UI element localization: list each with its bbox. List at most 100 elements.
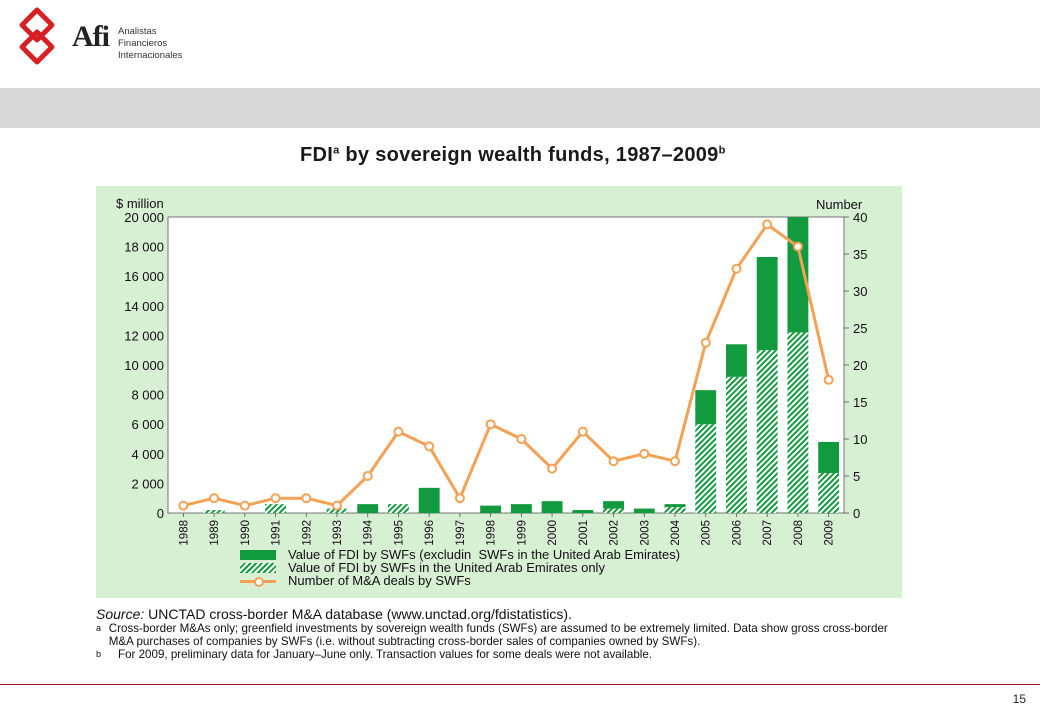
header-band xyxy=(0,88,1040,128)
bar-uae xyxy=(265,504,286,513)
deals-point xyxy=(178,500,189,511)
deals-point xyxy=(577,426,588,437)
bar-excl-uae xyxy=(480,505,502,513)
x-tick-label: 1999 xyxy=(516,520,528,546)
x-tick-label: 1994 xyxy=(363,519,375,545)
bars xyxy=(203,217,840,513)
bar-uae xyxy=(726,376,747,513)
deals-point xyxy=(362,471,373,481)
footnote-b-text: For 2009, preliminary data for January–J… xyxy=(118,648,653,661)
y-left-tick-label: 2 000 xyxy=(131,476,164,491)
x-tick-label: 1990 xyxy=(240,520,252,546)
y-left-tick-label: 18 000 xyxy=(124,240,164,255)
x-tick-label: 1993 xyxy=(332,520,344,546)
x-tick-label: 2009 xyxy=(824,520,836,546)
bar-excl-uae xyxy=(418,487,440,513)
deals-point xyxy=(516,434,527,444)
bar-uae xyxy=(787,332,809,513)
source-label: Source: xyxy=(96,606,145,622)
y-left-tick-label: 20 000 xyxy=(124,210,164,225)
y-left-tick-label: 6 000 xyxy=(131,417,164,432)
bar-uae xyxy=(603,508,624,513)
bar-excl-uae xyxy=(603,501,624,509)
footnote-a: a Cross-border M&As only; greenfield inv… xyxy=(96,622,906,648)
bar-excl-uae xyxy=(633,508,655,513)
legend-item: Number of M&A deals by SWFs xyxy=(240,573,680,588)
y-left-tick-label: 10 000 xyxy=(124,358,164,373)
x-axis: 1988 1989 1990 1991 1992 1993 1994 1995 1996 1997… xyxy=(178,513,836,546)
legend-item: Value of FDI by SWFs (excludin SWFs in t… xyxy=(240,547,681,562)
deals-point xyxy=(209,493,220,504)
brand-subtitle: Analistas Financieros Internacionales xyxy=(118,26,182,62)
bar-excl-uae xyxy=(818,441,840,474)
legend-swatch-solid xyxy=(240,549,276,560)
brand-subtitle-line: Internacionales xyxy=(118,50,183,61)
y-left-tick-label: 16 000 xyxy=(124,269,164,284)
deals-point xyxy=(332,500,342,511)
fdi-chart: 0 2 000 4 000 6 000 8 000 10 000 12 000 14 000 1… xyxy=(116,196,867,546)
deals-point xyxy=(731,263,742,274)
footnote-b-mark: b xyxy=(96,649,102,659)
bar-uae xyxy=(756,350,778,513)
y-left-tick-label: 8 000 xyxy=(131,388,164,403)
deals-point xyxy=(270,493,281,504)
x-tick-label: 1995 xyxy=(393,520,405,546)
x-tick-label: 2007 xyxy=(762,520,774,546)
y-right-tick-label: 40 xyxy=(853,210,867,225)
bar-excl-uae xyxy=(695,390,717,425)
x-tick-label: 2008 xyxy=(793,520,805,546)
bar-uae xyxy=(664,507,686,513)
chart-title-text: FDI xyxy=(300,144,334,166)
y-left-tick-label: 14 000 xyxy=(124,299,164,314)
x-tick-label: 2001 xyxy=(578,520,590,546)
deals-point xyxy=(670,456,680,467)
deals-line xyxy=(178,219,834,511)
y-left-tick-label: 0 xyxy=(157,506,164,521)
x-tick-label: 2002 xyxy=(609,520,621,546)
chart-title-text-rest: by sovereign wealth funds, 1987–2009 xyxy=(339,144,719,166)
footnote-a-marker: a xyxy=(333,144,340,157)
deals-point xyxy=(608,456,619,467)
deals-point xyxy=(393,426,404,437)
legend-swatch-line xyxy=(240,576,276,587)
legend-label: Value of FDI by SWFs (excludin SWFs in t… xyxy=(288,547,681,562)
x-tick-label: 2005 xyxy=(701,520,713,546)
x-tick-label: 1992 xyxy=(301,520,313,546)
y-right-tick-label: 5 xyxy=(853,469,860,484)
x-tick-label: 1991 xyxy=(271,520,283,546)
y-axis-left-label: $ million xyxy=(116,196,164,211)
brand-subtitle-line: Financieros xyxy=(118,38,168,49)
chart-frame: 0 2 000 4 000 6 000 8 000 10 000 12 000 14 000 1… xyxy=(96,186,902,598)
page-number: 15 xyxy=(1012,692,1026,706)
deals-point xyxy=(547,463,558,474)
x-tick-label: 2004 xyxy=(670,519,682,545)
x-tick-label: 2003 xyxy=(639,520,651,546)
x-tick-label: 1996 xyxy=(424,520,436,546)
footnote-b-marker: b xyxy=(718,144,726,157)
x-tick-label: 2006 xyxy=(731,520,743,546)
x-tick-label: 1998 xyxy=(486,520,498,546)
chart-title: FDIa by sovereign wealth funds, 1987–200… xyxy=(300,144,726,167)
deals-point xyxy=(239,500,250,511)
x-tick-label: 1997 xyxy=(455,520,467,546)
x-tick-label: 1988 xyxy=(178,520,190,546)
deals-line-path xyxy=(183,222,831,508)
deals-point xyxy=(823,374,834,385)
legend-item: Value of FDI by SWFs in the United Arab … xyxy=(240,560,680,575)
chart-notes: Source: UNCTAD cross-border M&A database… xyxy=(96,606,906,661)
source-text: UNCTAD cross-border M&A database (www.un… xyxy=(144,606,572,622)
deals-point xyxy=(639,448,650,459)
bar-uae xyxy=(326,508,348,513)
footnote-a-text: Cross-border M&As only; greenfield inves… xyxy=(108,622,888,648)
chart-legend: Value of FDI by SWFs (excludin SWFs in t… xyxy=(240,547,681,588)
y-right-tick-label: 15 xyxy=(853,395,867,410)
footnote-b: b For 2009, preliminary data for January… xyxy=(96,648,906,661)
bar-uae xyxy=(818,473,840,513)
footer-rule xyxy=(0,684,1040,685)
x-tick-label: 2000 xyxy=(547,520,559,546)
brand-subtitle-line: Analistas xyxy=(118,26,157,37)
brand-name: Afi xyxy=(72,20,110,53)
y-right-tick-label: 25 xyxy=(853,321,867,336)
deals-point xyxy=(485,419,496,430)
y-right-tick-label: 0 xyxy=(853,506,860,521)
